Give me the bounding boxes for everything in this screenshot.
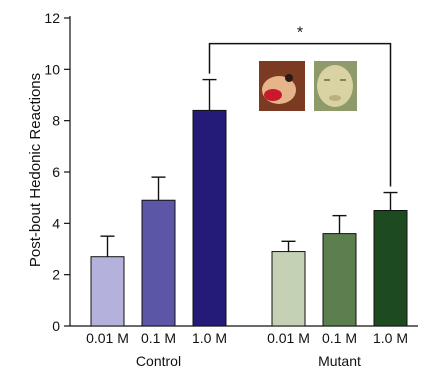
photo-mouth: [329, 95, 341, 101]
x-tick-label: 0.01 M: [86, 330, 129, 346]
photo-mouth: [264, 89, 282, 101]
y-tick-label: 8: [52, 113, 60, 129]
y-tick-label: 10: [44, 61, 60, 77]
photo-eye: [285, 74, 293, 82]
y-tick-label: 12: [44, 10, 60, 26]
y-ticks: 0 2 4 6 8 10 12: [44, 10, 70, 334]
y-tick-label: 6: [52, 164, 60, 180]
group-label: Mutant: [318, 353, 361, 369]
bar: [90, 256, 125, 327]
bar: [141, 199, 176, 327]
bar: [271, 251, 306, 327]
y-tick-label: 2: [52, 267, 60, 283]
error-bars: [100, 78, 398, 257]
bars: [90, 109, 408, 327]
group-labels: Control Mutant: [136, 353, 361, 369]
infant-face-photo-icon: [314, 61, 357, 111]
y-axis-label: Post-bout Hedonic Reactions: [27, 73, 44, 267]
inset-photos: [259, 61, 357, 111]
x-tick-label: 1.0 M: [373, 330, 408, 346]
photo-face: [317, 65, 353, 107]
y-tick-label: 4: [52, 215, 60, 231]
x-tick-label: 0.1 M: [322, 330, 357, 346]
y-tick-label: 0: [52, 318, 60, 334]
x-tick-label: 1.0 M: [192, 330, 227, 346]
bar: [373, 210, 408, 327]
bar: [192, 109, 227, 327]
significance-bracket: *: [208, 25, 392, 187]
significance-bracket-line: [208, 42, 392, 187]
rat-face-reaction-photo-icon: [259, 61, 305, 111]
significance-marker: *: [297, 25, 303, 42]
x-tick-labels: 0.01 M 0.1 M 1.0 M 0.01 M 0.1 M 1.0 M: [86, 330, 408, 346]
group-label: Control: [136, 353, 181, 369]
bar: [322, 233, 357, 327]
x-tick-label: 0.1 M: [141, 330, 176, 346]
x-tick-label: 0.01 M: [267, 330, 310, 346]
